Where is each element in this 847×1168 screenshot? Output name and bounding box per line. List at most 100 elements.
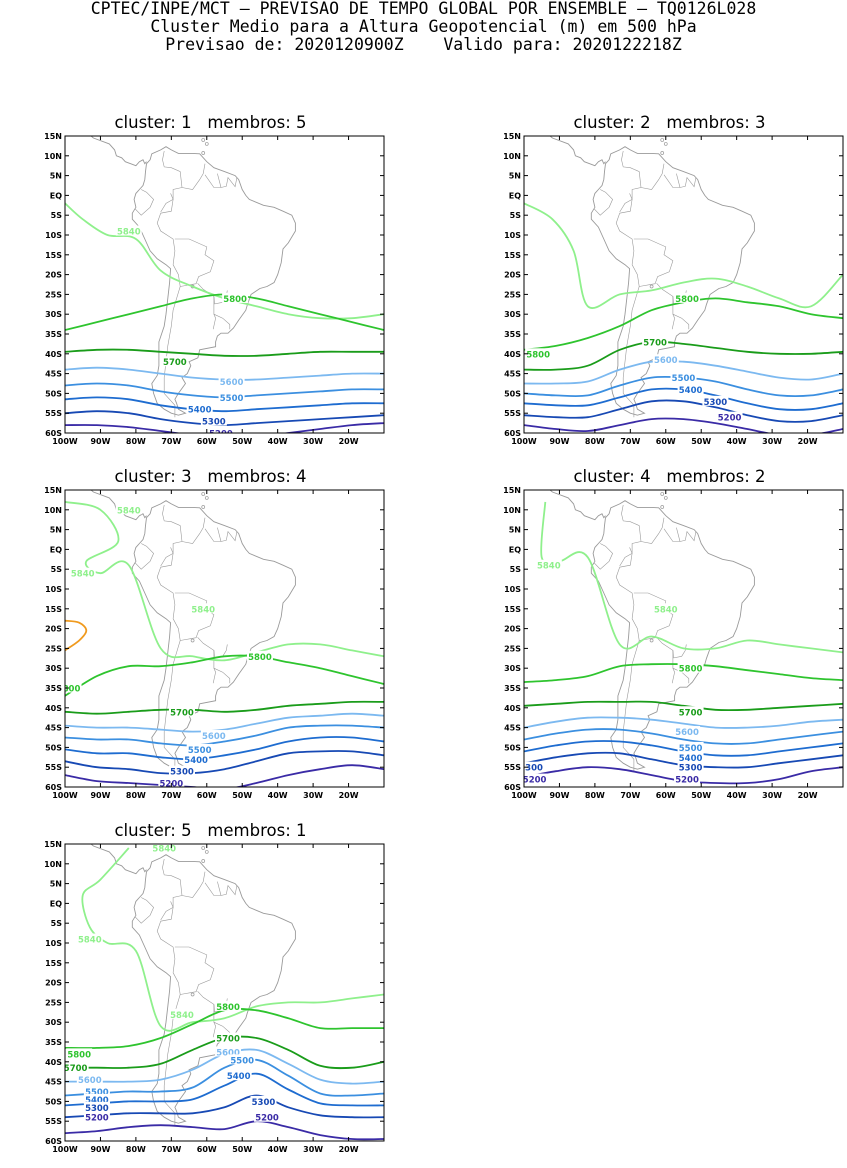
country-border — [134, 897, 154, 924]
lat-tick-label: 35S — [45, 1038, 62, 1047]
island — [659, 133, 662, 136]
country-border — [212, 296, 216, 330]
lat-tick-label: 50S — [45, 389, 62, 398]
country-border — [197, 637, 228, 659]
lat-tick-label: 45S — [45, 370, 62, 379]
island — [660, 138, 665, 142]
lat-tick-label: 20S — [504, 271, 521, 280]
contour-label: 5800 — [223, 295, 247, 305]
lon-tick-label: 70W — [161, 791, 181, 800]
isoline-5200 — [65, 422, 384, 433]
figure-title-line-3: Previsao de: 2020120900Z Valido para: 20… — [165, 35, 682, 54]
lat-tick-label: 10S — [45, 585, 62, 594]
lat-tick-label: 5S — [51, 211, 63, 220]
contour-label-bg — [200, 730, 227, 741]
island — [660, 492, 665, 496]
island — [663, 142, 668, 146]
contour-label: 5500 — [672, 374, 696, 384]
lat-tick-label: 5S — [51, 919, 63, 928]
contour-label: 5600 — [220, 378, 244, 388]
contour-label: 5840 — [654, 605, 678, 615]
map-frame — [523, 135, 844, 434]
lon-tick-label: 20W — [339, 791, 359, 800]
lat-tick-label: 5N — [50, 526, 62, 535]
lat-tick-label: 45S — [504, 724, 521, 733]
lat-tick-label: EQ — [509, 191, 521, 200]
isoline-5700 — [524, 700, 843, 712]
lat-tick-label: 40S — [45, 1058, 62, 1067]
lon-tick-label: 90W — [549, 791, 569, 800]
isoline-5400 — [65, 736, 384, 761]
country-border — [619, 547, 633, 567]
lon-tick-label: 60W — [197, 791, 217, 800]
country-border — [672, 313, 690, 330]
figure-title-line-1: CPTEC/INPE/MCT – PREVISAO DE TEMPO GLOBA… — [90, 0, 757, 18]
cluster-panel-4: cluster: 4 membros: 2 5840 5840 5800 5700 56… — [477, 467, 847, 800]
contour-label-bg — [168, 765, 195, 776]
lat-tick-label: 45S — [45, 1078, 62, 1087]
cluster-panel-1: cluster: 1 membros: 5 5840 5800 5700 5600 55… — [18, 113, 403, 446]
lon-tick-label: 30W — [303, 1145, 323, 1154]
contour-label-bg — [677, 751, 704, 762]
lat-tick-label: 30S — [45, 1018, 62, 1027]
lat-tick-label: 15N — [44, 132, 62, 141]
lon-tick-label: 40W — [268, 437, 288, 446]
island — [204, 850, 209, 854]
contour-label-bg — [83, 1111, 110, 1122]
country-border — [181, 163, 206, 190]
contour-label-bg — [670, 372, 697, 383]
contour-label-bg — [218, 391, 245, 402]
isoline-5400 — [65, 1072, 384, 1107]
lon-tick-label: 80W — [585, 791, 605, 800]
contour-label: 5500 — [230, 1056, 254, 1066]
contour-label: 5400 — [227, 1072, 251, 1082]
contour-label-bg — [677, 741, 704, 752]
contour-label-bg — [702, 395, 729, 406]
country-border — [181, 517, 206, 544]
contour-label-bg — [168, 706, 195, 717]
island — [660, 151, 665, 155]
contour-label: 5200 — [255, 1114, 279, 1124]
contour-label: 5600 — [216, 1048, 240, 1058]
lon-tick-label: 60W — [656, 791, 676, 800]
contour-label: 5600 — [654, 356, 678, 366]
country-border — [621, 504, 642, 542]
lat-tick-label: 10S — [45, 231, 62, 240]
contour-label: 5500 — [679, 744, 703, 754]
country-border — [174, 592, 215, 641]
contour-label: 5200 — [85, 1114, 109, 1124]
lon-tick-label: 30W — [303, 437, 323, 446]
contour-label: 5500 — [85, 1088, 109, 1098]
contour-label-bg — [83, 1086, 110, 1096]
country-border — [622, 618, 640, 772]
map-frame — [64, 489, 385, 788]
contour-label: 5300 — [252, 1098, 276, 1108]
isoline-5700 — [65, 700, 384, 715]
lon-tick-label: 60W — [197, 437, 217, 446]
south-america-coastline — [131, 500, 296, 770]
lat-tick-label: 55S — [45, 1117, 62, 1126]
contour-label-bg — [83, 1093, 110, 1104]
lon-tick-label: 100W — [52, 437, 78, 446]
country-border — [134, 189, 154, 216]
contour-label: 5840 — [191, 605, 215, 615]
contour-label: 5300 — [170, 768, 194, 778]
lat-tick-label: 50S — [504, 743, 521, 752]
country-border — [663, 174, 697, 188]
lon-tick-label: 100W — [52, 791, 78, 800]
country-border — [160, 193, 174, 213]
lat-tick-label: 15N — [44, 840, 62, 849]
map-frame — [64, 843, 385, 1142]
lat-tick-label: 20S — [504, 625, 521, 634]
cluster-panel-2: cluster: 2 membros: 3 5800 5800 5700 5600 55… — [477, 113, 847, 446]
island — [204, 496, 209, 500]
map-layer: 5840584058405800580057005700560056005500… — [65, 844, 384, 1141]
country-border — [160, 547, 174, 567]
central-america-coastline — [90, 844, 147, 875]
country-border — [163, 264, 181, 418]
contour-label: 5600 — [78, 1076, 102, 1086]
isoline-5840 — [81, 847, 384, 1032]
contour-label-bg — [83, 1101, 110, 1112]
contour-label-bg — [246, 650, 273, 661]
